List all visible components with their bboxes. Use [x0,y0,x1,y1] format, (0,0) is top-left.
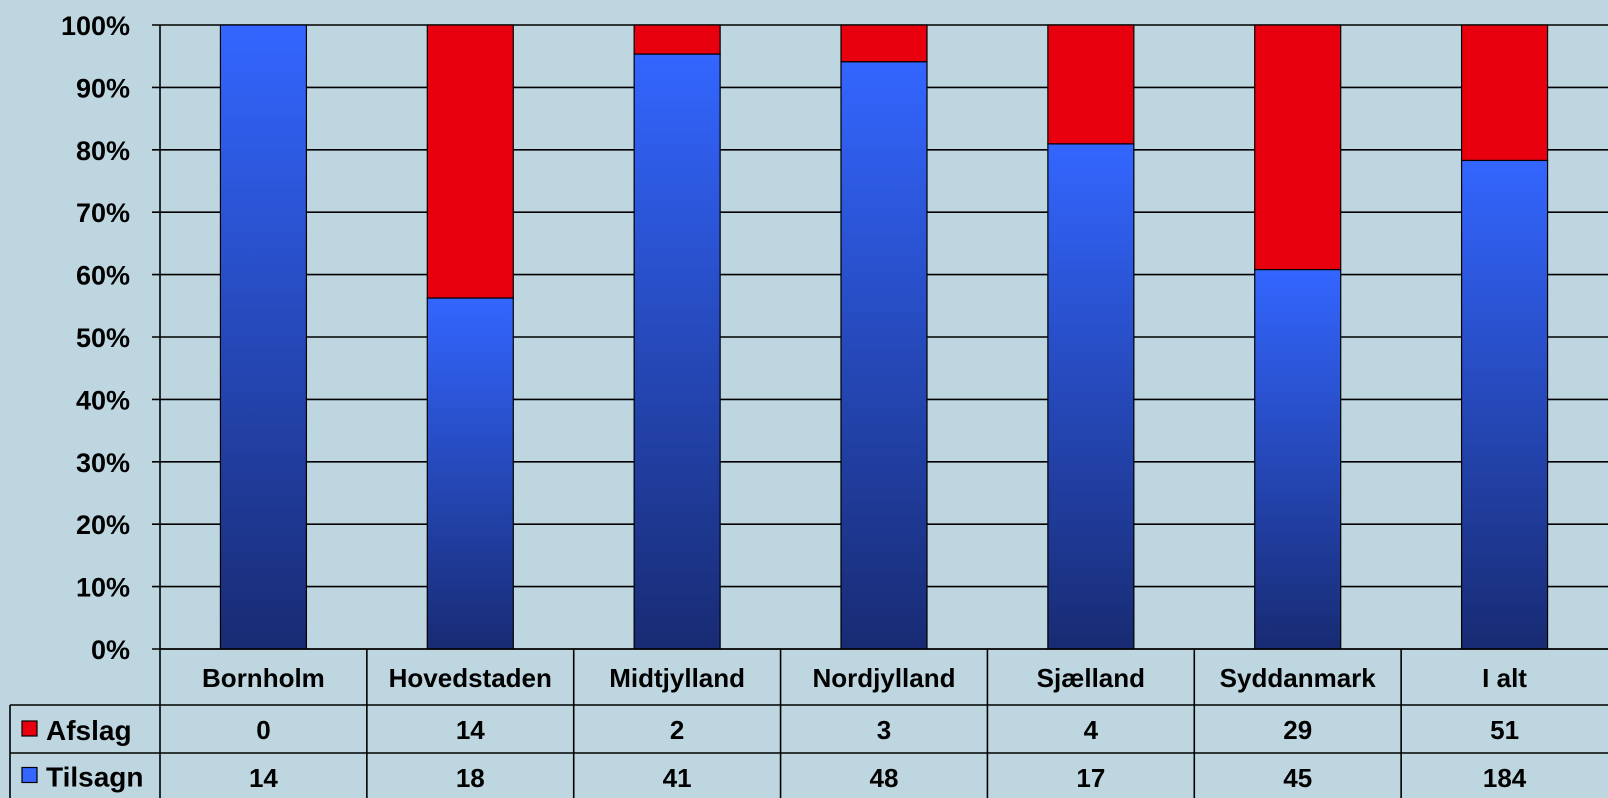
afslag-value: 3 [877,715,891,745]
bar-tilsagn [840,61,928,650]
bar-afslag [840,24,928,63]
bar-tilsagn [219,24,308,650]
y-tick-label: 30% [76,448,130,478]
afslag-value: 51 [1490,715,1519,745]
bar-afslag [1460,24,1549,162]
legend-swatch [21,720,38,737]
bar-tilsagn [633,53,721,650]
category-label: Nordjylland [812,663,955,693]
y-tick-label: 0% [91,635,130,665]
bars [219,24,1549,650]
legend-label: Afslag [46,715,132,746]
category-label: Sjælland [1037,663,1145,693]
y-tick-label: 50% [76,323,130,353]
y-axis-ticks: 0% 10% 20% 30% 40% 50% 60% 70% 80% 90% 100% [61,11,130,665]
legend-swatch [21,766,38,784]
y-tick-label: 100% [61,11,130,41]
legend-label: Tilsagn [46,762,144,793]
tilsagn-value: 18 [456,763,485,793]
y-tick-label: 40% [76,385,130,415]
y-tick-label: 20% [76,510,130,540]
bar-afslag [1254,24,1342,271]
y-tick-label: 70% [76,198,130,228]
data-table: Bornholm014Hovedstaden1418Midtjylland241… [9,648,1608,798]
category-label: Hovedstaden [389,663,552,693]
y-tick-label: 60% [76,261,130,291]
afslag-value: 4 [1084,715,1099,745]
afslag-value: 0 [256,715,270,745]
bar-tilsagn [1254,268,1342,650]
category-label: Bornholm [202,663,325,693]
tilsagn-value: 41 [663,763,692,793]
afslag-value: 14 [456,715,485,745]
tilsagn-value: 17 [1076,763,1105,793]
y-tick-label: 90% [76,73,130,103]
tilsagn-value: 48 [870,763,899,793]
bar-afslag [1047,24,1135,145]
bar-tilsagn [1047,143,1135,650]
category-label: I alt [1482,663,1527,693]
tilsagn-value: 45 [1283,763,1312,793]
bar-afslag [426,24,514,299]
afslag-value: 2 [670,715,684,745]
bar-afslag [633,24,721,55]
bar-tilsagn [1460,159,1549,650]
y-tick-label: 10% [76,573,130,603]
category-label: Syddanmark [1220,663,1377,693]
category-label: Midtjylland [609,663,745,693]
afslag-value: 29 [1283,715,1312,745]
tilsagn-value: 14 [249,763,278,793]
bar-tilsagn [426,297,514,650]
tilsagn-value: 184 [1483,763,1527,793]
y-tick-label: 80% [76,136,130,166]
